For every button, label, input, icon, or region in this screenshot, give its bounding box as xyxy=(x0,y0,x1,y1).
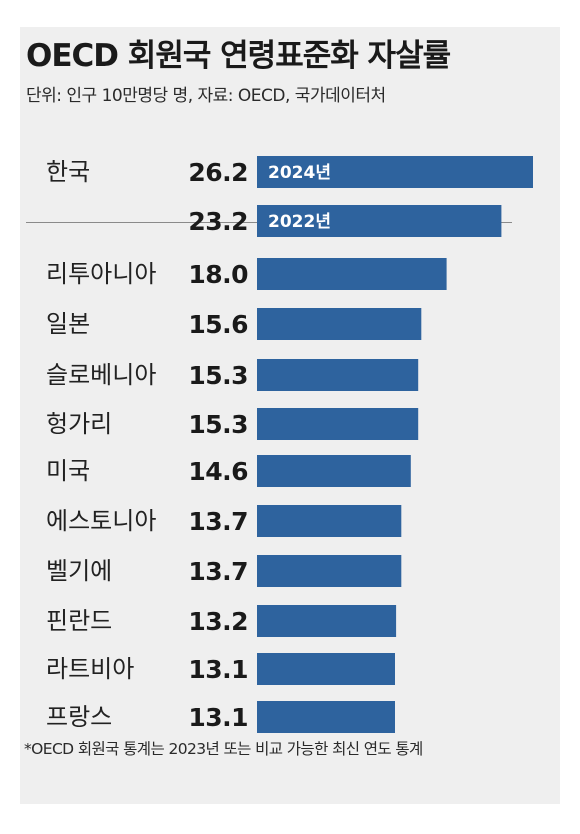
value-label: 13.7 xyxy=(188,557,248,586)
country-label: 리투아니아 xyxy=(46,260,156,288)
year-label: 2024년 xyxy=(268,163,331,183)
bar xyxy=(257,205,502,237)
value-label: 13.1 xyxy=(188,655,248,684)
bar xyxy=(257,505,402,537)
country-label: 헝가리 xyxy=(46,410,112,438)
country-label: 프랑스 xyxy=(46,703,112,731)
value-label: 15.6 xyxy=(188,310,248,339)
country-label: 일본 xyxy=(46,310,90,338)
year-label: 2022년 xyxy=(268,212,331,232)
value-label: 13.2 xyxy=(188,607,248,636)
bar xyxy=(257,408,419,440)
bar xyxy=(257,555,402,587)
country-label: 핀란드 xyxy=(46,607,112,635)
bar xyxy=(257,701,395,733)
value-label: 18.0 xyxy=(188,260,248,289)
value-label: 13.7 xyxy=(188,507,248,536)
bar xyxy=(257,308,422,340)
country-label: 에스토니아 xyxy=(46,507,156,535)
country-label: 한국 xyxy=(46,158,90,186)
value-label: 15.3 xyxy=(188,361,248,390)
value-label: 15.3 xyxy=(188,410,248,439)
country-label: 벨기에 xyxy=(46,557,112,585)
value-label: 23.2 xyxy=(188,207,248,236)
bar xyxy=(257,359,419,391)
bar xyxy=(257,258,447,290)
value-label: 14.6 xyxy=(188,457,248,486)
footnote: *OECD 회원국 통계는 2023년 또는 비교 가능한 최신 연도 통계 xyxy=(24,740,423,758)
country-label: 라트비아 xyxy=(46,655,134,683)
country-label: 슬로베니아 xyxy=(46,361,156,389)
chart-title: OECD 회원국 연령표준화 자살률 xyxy=(26,38,451,74)
bar xyxy=(257,605,397,637)
bar xyxy=(257,455,411,487)
country-label: 미국 xyxy=(46,457,90,485)
bar xyxy=(257,156,533,188)
bar xyxy=(257,653,395,685)
source-note: 단위: 인구 10만명당 명, 자료: OECD, 국가데이터처 xyxy=(26,86,386,106)
value-label: 13.1 xyxy=(188,703,248,732)
value-label: 26.2 xyxy=(188,158,248,187)
